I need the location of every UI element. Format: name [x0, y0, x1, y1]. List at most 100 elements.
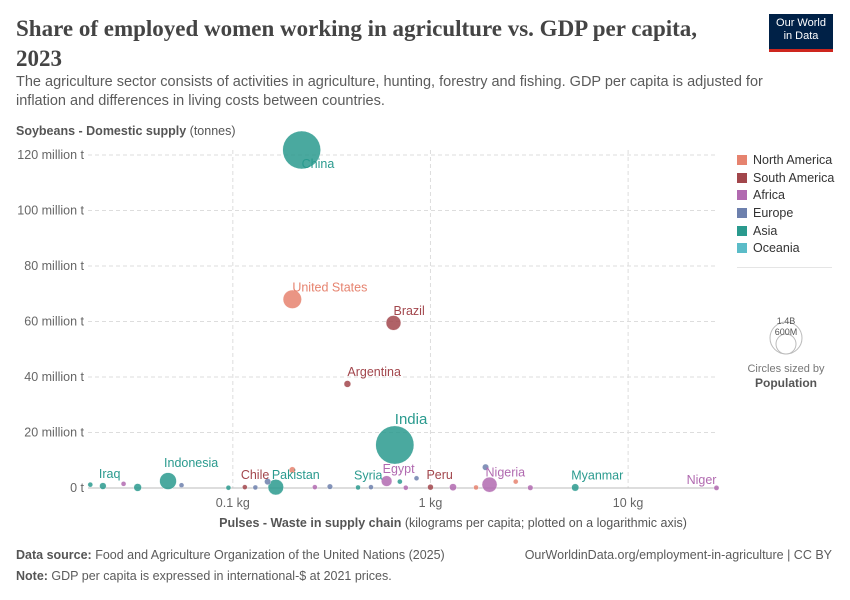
point-label: Niger: [687, 473, 717, 487]
note: Note: GDP per capita is expressed in int…: [16, 569, 392, 583]
data-point: [403, 485, 409, 491]
chart-subtitle: The agriculture sector consists of activ…: [16, 74, 763, 109]
legend-swatch: [737, 154, 747, 165]
y-axis-label: Soybeans - Domestic supply (tonnes): [16, 124, 236, 138]
data-point: [481, 476, 498, 493]
y-tick-label: 60 million t: [24, 315, 84, 329]
legend-swatch: [737, 225, 747, 236]
data-point: [282, 130, 321, 170]
data-point: [375, 425, 415, 465]
note-text: GDP per capita is expressed in internati…: [47, 569, 392, 583]
data-point: [252, 484, 259, 491]
legend-label: Asia: [753, 223, 778, 238]
x-tick-label: 0.1 kg: [216, 496, 250, 510]
data-point: [343, 380, 352, 388]
data-point: [473, 484, 479, 491]
legend-label: Africa: [753, 188, 785, 203]
data-point: [385, 315, 402, 331]
data-source: Data source: Food and Agriculture Organi…: [16, 548, 445, 562]
legend-divider: [737, 267, 832, 269]
data-point: [312, 484, 318, 490]
y-tick-label: 20 million t: [24, 426, 84, 440]
size-legend-circles: 1.4B 600M: [769, 316, 803, 355]
point-label: India: [395, 411, 428, 428]
data-point: [713, 485, 720, 491]
logo-text: Our World: [776, 17, 826, 29]
point-label: Myanmar: [571, 468, 623, 482]
legend-item[interactable]: North America: [737, 151, 834, 169]
legend-swatch: [737, 243, 747, 254]
note-label: Note:: [16, 569, 48, 583]
data-point: [120, 481, 127, 487]
chart-title: Share of employed women working in agric…: [16, 16, 698, 71]
size-legend-small: 600M: [775, 327, 798, 337]
size-legend: 1.4B 600M Circles sized by Population: [736, 314, 836, 391]
legend-item[interactable]: Asia: [737, 222, 834, 240]
data-point: [326, 483, 333, 490]
data-point: [527, 484, 534, 491]
logo-text: in Data: [783, 30, 819, 42]
legend-label: Oceania: [753, 241, 800, 256]
data-point: [482, 463, 489, 471]
y-tick-label: 80 million t: [24, 259, 84, 273]
legend-item[interactable]: Africa: [737, 186, 834, 204]
legend-label: Europe: [753, 205, 794, 220]
x-tick-label: 10 kg: [613, 496, 644, 510]
size-legend-variable: Population: [755, 376, 817, 390]
data-point: [571, 483, 580, 492]
legend-item[interactable]: Europe: [737, 204, 834, 222]
source-text: Food and Agriculture Organization of the…: [91, 548, 445, 562]
legend-item[interactable]: Oceania: [737, 239, 834, 257]
point-label: Iraq: [99, 467, 121, 481]
y-tick-label: 120 million t: [17, 148, 84, 162]
legend-swatch: [737, 172, 747, 183]
x-axis-label: Pulses - Waste in supply chain (kilogram…: [219, 516, 687, 530]
source-label: Data source:: [16, 548, 92, 562]
legend-item[interactable]: South America: [737, 169, 834, 187]
point-label: Egypt: [383, 462, 415, 476]
y-tick-label: 40 million t: [24, 370, 84, 384]
data-point: [397, 478, 403, 485]
data-point: [159, 472, 177, 490]
source-url-link[interactable]: OurWorldinData.org/employment-in-agricul…: [524, 548, 832, 562]
legend-swatch: [737, 190, 747, 201]
data-point: [368, 484, 374, 490]
data-point: [225, 485, 232, 491]
y-axis-label-unit: (tonnes): [186, 124, 236, 138]
data-point: [427, 484, 434, 491]
x-tick-label: 1 kg: [419, 496, 443, 510]
point-label: China: [302, 157, 335, 171]
data-point: [282, 289, 302, 309]
point-label: Pakistan: [272, 468, 320, 482]
data-point: [355, 484, 361, 491]
color-legend: North America South America Africa Europe As…: [737, 151, 834, 269]
data-point: [413, 475, 420, 481]
point-label: Indonesia: [164, 456, 218, 470]
data-point: [288, 466, 296, 474]
legend-swatch: [737, 207, 747, 218]
point-label: Peru: [426, 468, 452, 482]
data-point: [449, 483, 457, 491]
point-label: Chile: [241, 468, 270, 482]
data-point: [381, 475, 393, 487]
data-point: [513, 478, 519, 485]
size-legend-note: Circles sized by: [747, 363, 825, 375]
y-tick-label: 0 t: [70, 481, 84, 495]
point-label: Nigeria: [486, 466, 526, 480]
data-point: [267, 479, 284, 496]
point-label: Argentina: [347, 365, 401, 379]
legend-label: South America: [753, 170, 835, 185]
point-label: United States: [292, 280, 367, 294]
y-tick-label: 100 million t: [17, 204, 84, 218]
owid-logo[interactable]: Our World in Data: [769, 14, 833, 52]
data-point: [133, 483, 142, 492]
data-point: [178, 482, 185, 488]
legend-label: North America: [753, 152, 833, 167]
point-label: Brazil: [393, 304, 424, 318]
point-label: Syria: [354, 468, 383, 482]
data-point: [99, 482, 107, 490]
data-point: [87, 481, 93, 488]
size-legend-large: 1.4B: [777, 316, 796, 326]
data-point: [242, 484, 248, 490]
